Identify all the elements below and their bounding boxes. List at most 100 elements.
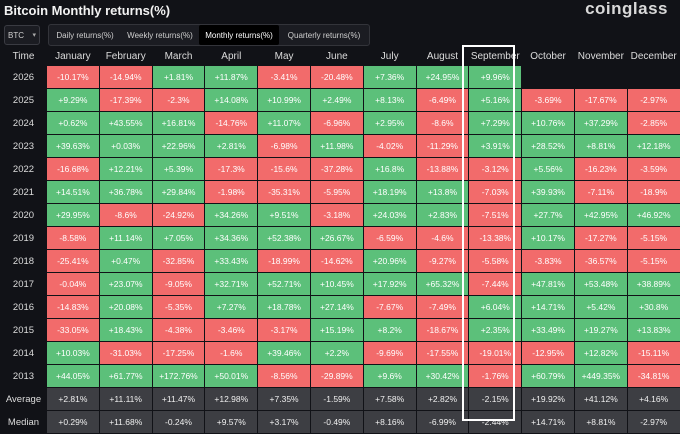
tab-daily-returns[interactable]: Daily returns(%) bbox=[49, 25, 121, 45]
return-cell: +39.93% bbox=[522, 181, 575, 204]
summary-cell: -6.99% bbox=[416, 411, 469, 434]
return-cell: +11.98% bbox=[310, 135, 363, 158]
summary-cell: +4.16% bbox=[627, 388, 680, 411]
table-row: 2020+29.95%-8.6%-24.92%+34.26%+9.51%-3.1… bbox=[1, 204, 680, 227]
year-label: 2014 bbox=[1, 342, 47, 365]
return-cell: -5.95% bbox=[310, 181, 363, 204]
returns-tabs: Daily returns(%) Weekly returns(%) Month… bbox=[48, 24, 370, 46]
tab-quarterly-returns[interactable]: Quarterly returns(%) bbox=[279, 25, 369, 45]
return-cell: +28.52% bbox=[522, 135, 575, 158]
table-row: 2018-25.41%+0.47%-32.85%+33.43%-18.99%-1… bbox=[1, 250, 680, 273]
tab-monthly-returns[interactable]: Monthly returns(%) bbox=[199, 25, 279, 45]
return-cell: -35.31% bbox=[258, 181, 311, 204]
column-header-april[interactable]: April bbox=[205, 47, 258, 66]
return-cell: -6.59% bbox=[363, 227, 416, 250]
column-header-june[interactable]: June bbox=[310, 47, 363, 66]
return-cell: +65.32% bbox=[416, 273, 469, 296]
return-cell: -8.6% bbox=[416, 112, 469, 135]
table-row: 2013+44.05%+61.77%+172.76%+50.01%-8.56%-… bbox=[1, 365, 680, 388]
return-cell: +32.71% bbox=[205, 273, 258, 296]
return-cell: -25.41% bbox=[47, 250, 100, 273]
return-cell: -6.98% bbox=[258, 135, 311, 158]
summary-cell: +12.98% bbox=[205, 388, 258, 411]
return-cell: +37.29% bbox=[574, 112, 627, 135]
column-header-september[interactable]: September bbox=[469, 47, 522, 66]
summary-cell: -2.15% bbox=[469, 388, 522, 411]
column-header-october[interactable]: October bbox=[522, 47, 575, 66]
return-cell: +3.91% bbox=[469, 135, 522, 158]
year-label: 2023 bbox=[1, 135, 47, 158]
return-cell: +5.56% bbox=[522, 158, 575, 181]
return-cell: -10.17% bbox=[47, 66, 100, 89]
return-cell: -17.39% bbox=[99, 89, 152, 112]
return-cell: -3.69% bbox=[522, 89, 575, 112]
return-cell: -17.67% bbox=[574, 89, 627, 112]
column-header-january[interactable]: January bbox=[47, 47, 100, 66]
return-cell: -1.6% bbox=[205, 342, 258, 365]
return-cell: -2.85% bbox=[627, 112, 680, 135]
column-header-february[interactable]: February bbox=[99, 47, 152, 66]
return-cell: -3.17% bbox=[258, 319, 311, 342]
return-cell: -17.3% bbox=[205, 158, 258, 181]
return-cell: +5.16% bbox=[469, 89, 522, 112]
chevron-down-icon: ▾ bbox=[32, 31, 36, 39]
year-label: 2024 bbox=[1, 112, 47, 135]
return-cell: -36.57% bbox=[574, 250, 627, 273]
return-cell: -4.02% bbox=[363, 135, 416, 158]
column-header-may[interactable]: May bbox=[258, 47, 311, 66]
return-cell: -7.44% bbox=[469, 273, 522, 296]
summary-cell: +2.81% bbox=[47, 388, 100, 411]
return-cell: -4.38% bbox=[152, 319, 205, 342]
return-cell: +10.03% bbox=[47, 342, 100, 365]
table-body: 2026-10.17%-14.94%+1.81%+11.87%-3.41%-20… bbox=[1, 66, 680, 434]
return-cell: +12.18% bbox=[627, 135, 680, 158]
column-header-time[interactable]: Time bbox=[1, 47, 47, 66]
column-header-december[interactable]: December bbox=[627, 47, 680, 66]
return-cell: -5.15% bbox=[627, 250, 680, 273]
return-cell: -3.59% bbox=[627, 158, 680, 181]
summary-cell: +11.47% bbox=[152, 388, 205, 411]
return-cell: +9.96% bbox=[469, 66, 522, 89]
return-cell: -29.89% bbox=[310, 365, 363, 388]
table-row: 2025+9.29%-17.39%-2.3%+14.08%+10.99%+2.4… bbox=[1, 89, 680, 112]
year-label: 2026 bbox=[1, 66, 47, 89]
column-header-august[interactable]: August bbox=[416, 47, 469, 66]
return-cell: +42.95% bbox=[574, 204, 627, 227]
return-cell: +34.36% bbox=[205, 227, 258, 250]
return-cell: +24.95% bbox=[416, 66, 469, 89]
return-cell: -5.58% bbox=[469, 250, 522, 273]
return-cell: +39.46% bbox=[258, 342, 311, 365]
column-header-july[interactable]: July bbox=[363, 47, 416, 66]
column-header-march[interactable]: March bbox=[152, 47, 205, 66]
column-header-november[interactable]: November bbox=[574, 47, 627, 66]
summary-cell: +3.17% bbox=[258, 411, 311, 434]
tab-weekly-returns[interactable]: Weekly returns(%) bbox=[121, 25, 199, 45]
asset-select[interactable]: BTC ▾ bbox=[4, 25, 40, 45]
summary-cell: +8.16% bbox=[363, 411, 416, 434]
return-cell bbox=[522, 66, 575, 89]
return-cell: +16.81% bbox=[152, 112, 205, 135]
return-cell: +52.38% bbox=[258, 227, 311, 250]
return-cell: -19.01% bbox=[469, 342, 522, 365]
return-cell: +14.51% bbox=[47, 181, 100, 204]
return-cell: -17.55% bbox=[416, 342, 469, 365]
return-cell: -2.97% bbox=[627, 89, 680, 112]
return-cell: +19.27% bbox=[574, 319, 627, 342]
toolbar: BTC ▾ Daily returns(%) Weekly returns(%)… bbox=[4, 25, 370, 45]
return-cell: -7.67% bbox=[363, 296, 416, 319]
return-cell: +7.05% bbox=[152, 227, 205, 250]
table-row: 2026-10.17%-14.94%+1.81%+11.87%-3.41%-20… bbox=[1, 66, 680, 89]
return-cell: +12.21% bbox=[99, 158, 152, 181]
return-cell: -4.6% bbox=[416, 227, 469, 250]
return-cell: +52.71% bbox=[258, 273, 311, 296]
table-row: 2023+39.63%+0.03%+22.96%+2.81%-6.98%+11.… bbox=[1, 135, 680, 158]
return-cell: -14.94% bbox=[99, 66, 152, 89]
return-cell: +27.14% bbox=[310, 296, 363, 319]
return-cell: +18.19% bbox=[363, 181, 416, 204]
table-row: 2021+14.51%+36.78%+29.84%-1.98%-35.31%-5… bbox=[1, 181, 680, 204]
year-label: 2015 bbox=[1, 319, 47, 342]
table-row: 2015-33.05%+18.43%-4.38%-3.46%-3.17%+15.… bbox=[1, 319, 680, 342]
return-cell: -17.27% bbox=[574, 227, 627, 250]
return-cell: +18.78% bbox=[258, 296, 311, 319]
